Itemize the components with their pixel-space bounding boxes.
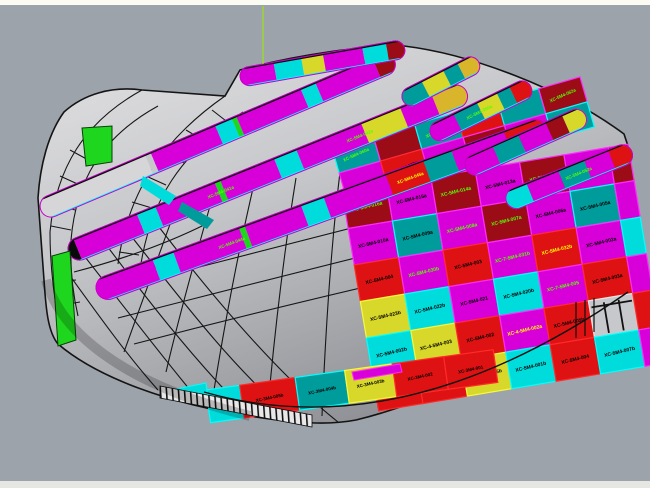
window-frame-top — [0, 0, 650, 5]
strip-segment — [152, 250, 182, 282]
green-sliver[interactable] — [51, 250, 77, 347]
panel-label: XC-3M4-003b — [356, 378, 385, 389]
strip-segment — [517, 121, 554, 154]
frame-drop-lines — [575, 298, 595, 338]
strip-s0[interactable] — [238, 38, 407, 88]
strip-segment — [398, 80, 431, 110]
mesh-line — [267, 177, 297, 407]
bottom-edge-line — [203, 291, 629, 408]
mesh-line — [77, 247, 201, 403]
strip-segment — [385, 38, 407, 62]
accent-objects — [41, 6, 629, 428]
green-panel[interactable] — [81, 125, 113, 167]
cyan-wedge[interactable] — [140, 176, 176, 205]
strip-segment — [461, 145, 502, 180]
strip-segment — [385, 159, 432, 197]
mesh-line — [213, 183, 255, 391]
strip-segment — [150, 124, 224, 173]
strip-b3[interactable] — [461, 105, 591, 180]
panel-label: XC-3M4-005b — [255, 392, 284, 403]
strip-segment — [144, 151, 160, 176]
strip-segment — [273, 56, 305, 82]
strip-segment — [154, 181, 224, 228]
strip-segment — [426, 112, 463, 145]
strip-segment — [360, 106, 409, 145]
mesh-line — [165, 191, 215, 373]
strip-segment — [323, 173, 394, 220]
strip-segment — [300, 81, 324, 110]
hull-shadow — [41, 278, 252, 421]
panel-label: XC-3M4-001 — [458, 364, 484, 374]
strip-segment — [214, 179, 229, 204]
deck-strips: XC-5M4-044aXC-5M4-045aXC-5M4-041aXC-5M4-… — [36, 38, 637, 304]
strip-segment — [362, 41, 390, 66]
strip-segment — [36, 153, 154, 222]
panel-label: XC-3M4-002 — [407, 371, 433, 381]
strip-segment — [314, 57, 381, 103]
window-frame-bottom — [0, 481, 650, 488]
mesh-line — [131, 201, 153, 209]
teal-wedge[interactable] — [178, 202, 214, 229]
strip-segment — [244, 204, 310, 249]
strip-segment — [214, 117, 241, 146]
panel-bottom-row-r0c5[interactable] — [442, 348, 499, 390]
strip-segment — [235, 87, 310, 137]
mesh-line — [145, 175, 167, 186]
strip-b1[interactable] — [398, 52, 484, 110]
strip-segment — [496, 85, 518, 111]
strip-b2[interactable]: XC-5M4-050a — [426, 76, 536, 145]
strip-segment — [238, 224, 253, 251]
strip-segment — [300, 195, 332, 228]
mesh-line — [118, 251, 140, 256]
magenta-sliver[interactable] — [351, 363, 403, 381]
strip-segment — [301, 53, 327, 77]
panel-stern-grid-r5c6[interactable] — [638, 325, 650, 368]
rib-strip[interactable] — [159, 385, 313, 428]
strip-segment — [526, 169, 566, 203]
strip-segment — [172, 226, 248, 275]
strip-segment — [73, 212, 146, 261]
mesh-line — [50, 225, 72, 231]
strip-segment — [219, 157, 283, 202]
strip-segment — [231, 115, 245, 139]
strip-segment — [136, 205, 164, 236]
strip-segment — [295, 122, 370, 171]
panel-label: XC-3M4-004b — [308, 385, 337, 396]
strip-b4[interactable]: XC-5M4-052a — [502, 141, 637, 213]
strip-segment — [92, 258, 161, 304]
